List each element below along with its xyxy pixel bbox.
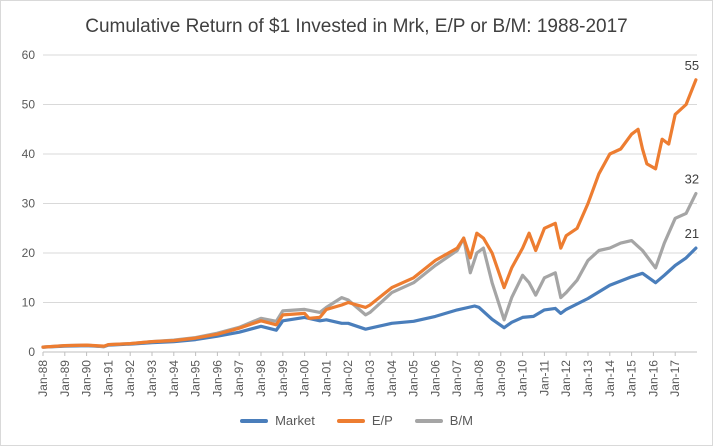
x-tick-label: Jan-08	[472, 360, 486, 397]
x-tick-label: Jan-03	[363, 360, 377, 397]
legend-label-ep: E/P	[371, 413, 393, 428]
x-tick-label: Jan-02	[341, 360, 355, 397]
x-tick-label: Jan-05	[407, 360, 421, 397]
x-tick-label: Jan-91	[101, 360, 115, 397]
series-line-b-m	[41, 192, 698, 349]
series-lines	[41, 78, 698, 349]
y-tick-label: 10	[22, 296, 36, 310]
end-value-label: 32	[685, 172, 699, 187]
x-tick-label: Jan-90	[80, 360, 94, 397]
x-tick-label: Jan-00	[298, 360, 312, 397]
y-tick-label: 60	[22, 48, 36, 62]
x-tick-label: Jan-07	[450, 360, 464, 397]
x-tick-label: Jan-94	[167, 360, 181, 397]
x-tick-label: Jan-04	[385, 360, 399, 397]
legend-label-market: Market	[275, 413, 315, 428]
x-tick-label: Jan-17	[668, 360, 682, 397]
x-tick-label: Jan-16	[646, 360, 660, 397]
y-tick-label: 30	[22, 197, 36, 211]
x-tick-label: Jan-13	[581, 360, 595, 397]
chart-title: Cumulative Return of $1 Invested in Mrk,…	[85, 16, 628, 37]
x-tick-label: Jan-11	[537, 360, 551, 396]
x-tick-label: Jan-06	[428, 360, 442, 397]
x-tick-label: Jan-15	[625, 360, 639, 397]
legend-item-bm: B/M	[414, 413, 473, 428]
x-tick-label: Jan-99	[276, 360, 290, 397]
x-tick-label: Jan-14	[603, 360, 617, 397]
legend-swatch-market	[240, 418, 269, 423]
x-tick-label: Jan-09	[494, 360, 508, 397]
gridlines	[43, 54, 697, 353]
end-labels: 21 32 55	[685, 58, 699, 241]
x-tick-label: Jan-89	[58, 360, 72, 397]
x-tick-label: Jan-88	[36, 360, 50, 397]
legend-item-ep: E/P	[336, 413, 393, 428]
legend-label-bm: B/M	[449, 413, 473, 428]
legend-item-market: Market	[240, 413, 315, 428]
x-tick-label: Jan-95	[189, 360, 203, 397]
x-tick-label: Jan-96	[210, 360, 224, 397]
x-tick-label: Jan-97	[232, 360, 246, 397]
y-tick-label: 40	[22, 147, 36, 161]
end-value-label: 55	[685, 58, 699, 73]
legend: Market E/P B/M	[0, 413, 713, 428]
x-tick-label: Jan-98	[254, 360, 268, 397]
x-tick-label: Jan-10	[516, 360, 530, 397]
legend-swatch-ep	[336, 418, 365, 423]
x-tick-label: Jan-12	[559, 360, 573, 397]
y-tick-label: 20	[22, 246, 36, 260]
y-tick-label: 0	[28, 345, 35, 359]
end-value-label: 21	[685, 226, 699, 241]
x-tick-label: Jan-93	[145, 360, 159, 397]
legend-swatch-bm	[414, 418, 443, 423]
series-line-e-p	[41, 78, 698, 349]
x-tick-label: Jan-01	[319, 360, 333, 397]
x-tick-label: Jan-92	[123, 360, 137, 397]
series-line-market	[41, 246, 698, 349]
axes: 0 10 20 30 40 50 60 Jan-88 Jan-89 Jan-90 Jan-91 Jan…	[22, 48, 683, 397]
y-tick-label: 50	[22, 98, 36, 112]
